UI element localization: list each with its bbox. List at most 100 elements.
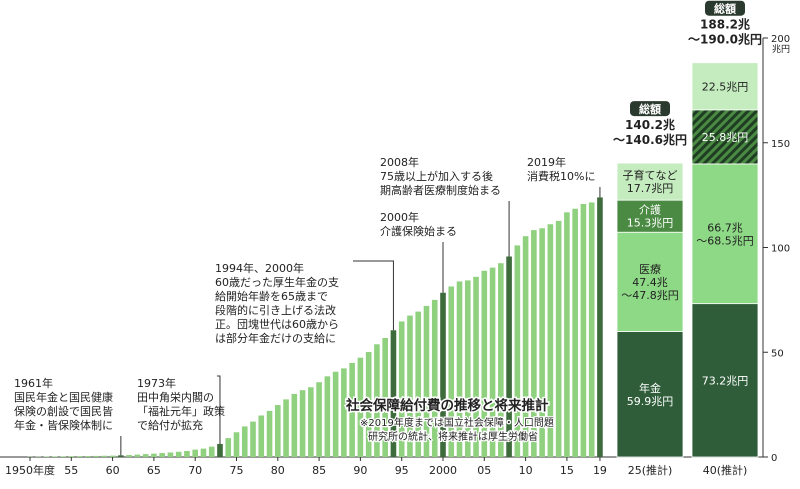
segment-label: 66.7兆: [707, 221, 743, 234]
x-tick-label: 1950年度: [5, 463, 55, 477]
bar: [291, 393, 298, 457]
annotation-text: 「福祉元年」政策: [137, 404, 225, 418]
annotation-text: 給開始年齢を65歳まで: [215, 289, 328, 303]
annotation-text: 60歳だった厚生年金の支: [215, 275, 339, 289]
annotation-box: [12, 374, 122, 436]
bar: [126, 455, 132, 457]
bar: [423, 305, 430, 457]
bar: [597, 197, 603, 457]
segment-label: ～47.8兆円: [621, 289, 679, 302]
annotation-text: 1973年: [137, 376, 176, 390]
bar: [456, 281, 463, 457]
annotation-text: 1961年: [14, 376, 53, 390]
bar: [572, 208, 578, 457]
x-tick-label: 05: [477, 464, 491, 477]
bar: [118, 455, 124, 457]
annotation-text: 75歳以上が加入する後: [380, 169, 493, 183]
segment-name: 年金: [639, 381, 661, 395]
bar: [68, 456, 75, 457]
stack-segment: [691, 109, 759, 165]
annotation-text: 正。団塊世代は60歳から: [215, 318, 339, 331]
bar: [398, 321, 405, 457]
stack-segment: [616, 162, 684, 201]
bar: [299, 390, 306, 457]
bar: [547, 224, 554, 457]
annotation-box: [378, 208, 466, 242]
bar: [208, 446, 215, 457]
y-tick-label: 0: [771, 453, 777, 464]
bar: [506, 256, 512, 457]
bar: [514, 245, 521, 457]
total-label: 188.2兆: [700, 17, 750, 32]
annotation-text: 2019年: [527, 155, 566, 169]
bar: [184, 450, 190, 457]
bar: [217, 443, 223, 457]
annotation-text: 1994年、2000年: [215, 261, 304, 275]
bar: [498, 263, 504, 457]
bar: [382, 338, 388, 457]
bar: [76, 456, 83, 457]
bar: [448, 286, 455, 457]
bar: [481, 270, 488, 457]
x-tick-label: 25(推計): [628, 463, 673, 477]
segment-label: 59.9兆円: [627, 395, 674, 408]
bar: [200, 448, 207, 457]
leader-line: [217, 375, 221, 444]
bar: [93, 455, 99, 457]
bar: [109, 455, 116, 457]
bar: [555, 220, 562, 457]
segment-label: 47.4兆: [632, 276, 668, 289]
bar: [167, 452, 174, 457]
annotation-text: 国民年金と国民健康: [14, 390, 113, 404]
bar: [250, 421, 256, 457]
bar: [539, 228, 545, 457]
total-label: ～140.6兆円: [613, 132, 687, 147]
total-badge: [705, 0, 745, 16]
bar: [60, 456, 66, 457]
y-tick-label: 100: [771, 244, 790, 255]
bar: [283, 399, 289, 457]
note: 研究所の統計、将来推計は厚生労働省: [368, 430, 538, 443]
annotation-text: 介護保険始まる: [380, 224, 457, 238]
x-tick-label: 40(推計): [703, 463, 748, 477]
annotation-text: で給付が拡充: [137, 418, 203, 432]
bar: [349, 362, 355, 457]
bar: [588, 202, 595, 457]
bar: [324, 376, 331, 457]
annotation-text: は部分年金だけの支給に: [215, 331, 336, 345]
bar: [390, 330, 397, 457]
annotation-text: 保険の創設で国民皆: [14, 404, 113, 418]
bar: [142, 454, 149, 457]
annotation-box: [135, 374, 217, 436]
bar: [175, 451, 182, 457]
stack-segment: [616, 231, 684, 332]
bar: [266, 410, 273, 457]
segment-label: 15.3兆円: [627, 217, 674, 230]
bar: [415, 311, 422, 457]
total-label: ～190.0兆円: [688, 32, 762, 47]
annotation-text: 期高齢者医療制度始まる: [380, 183, 501, 197]
bar: [407, 315, 413, 457]
segment-label: 73.2兆円: [702, 374, 749, 387]
bar: [233, 432, 240, 457]
bar: [192, 449, 198, 457]
annotation-box: [378, 153, 514, 201]
segment-label: 22.5兆円: [702, 80, 749, 93]
x-tick-label: 75: [230, 464, 244, 477]
bar: [464, 280, 471, 457]
x-tick-label: 95: [395, 464, 409, 477]
y-tick-label: 200: [771, 34, 790, 45]
bar: [431, 299, 438, 457]
bar: [365, 352, 372, 457]
annotation-box: [525, 153, 605, 187]
bar: [341, 368, 347, 457]
bar: [357, 357, 364, 457]
stack-segment: [616, 199, 684, 233]
bar: [564, 212, 570, 457]
bar: [308, 387, 314, 457]
bar: [51, 456, 58, 457]
total-heading: 総額: [639, 102, 661, 116]
annotation-text: 年金・皆保険体制に: [14, 418, 113, 432]
x-tick-label: 60: [106, 464, 120, 477]
bar: [258, 415, 265, 457]
